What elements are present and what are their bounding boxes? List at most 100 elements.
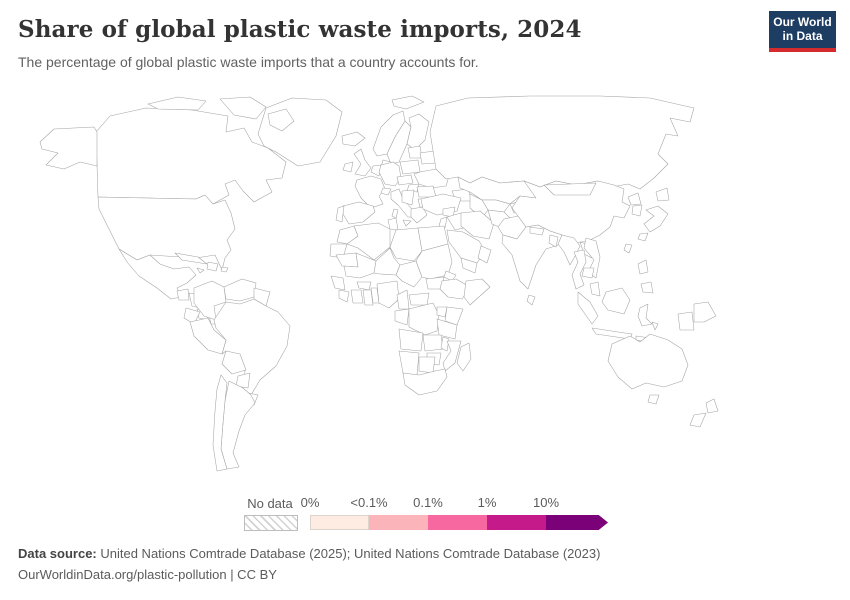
country-greece[interactable] [410, 206, 428, 224]
country-south-africa[interactable] [402, 368, 448, 396]
country-sierra-leone-liberia[interactable] [338, 289, 350, 303]
country-uganda[interactable] [436, 306, 448, 318]
country-senegal-guinea[interactable] [330, 275, 346, 291]
country-australia[interactable] [607, 333, 689, 390]
country-indonesia-papua[interactable] [677, 311, 695, 331]
country-bolivia[interactable] [221, 350, 247, 375]
no-data-swatch[interactable] [244, 515, 298, 531]
country-madagascar[interactable] [456, 342, 472, 372]
owid-logo[interactable]: Our World in Data [769, 11, 836, 52]
country-france[interactable] [354, 175, 386, 209]
country-ivory-coast[interactable] [350, 289, 364, 304]
country-svalbard[interactable] [391, 95, 425, 110]
country-yemen[interactable] [460, 257, 478, 274]
country-colombia[interactable] [193, 280, 227, 321]
country-papua-new-guinea[interactable] [693, 301, 717, 323]
country-romania[interactable] [416, 185, 437, 198]
country-netherlands-belgium[interactable] [370, 164, 382, 177]
country-tunisia[interactable] [387, 217, 399, 231]
country-somalia[interactable] [463, 278, 491, 306]
country-iceland[interactable] [341, 131, 366, 147]
country-turkmenistan[interactable] [469, 193, 489, 219]
country-cambodia[interactable] [581, 267, 595, 279]
country-thailand[interactable] [571, 249, 587, 290]
country-puerto-rico[interactable] [220, 266, 229, 273]
country-mexico[interactable] [118, 248, 197, 300]
country-new-zealand-south[interactable] [689, 412, 707, 428]
country-spain[interactable] [342, 201, 376, 225]
country-iran[interactable] [460, 210, 495, 240]
country-baltics[interactable] [407, 145, 423, 159]
country-ethiopia[interactable] [439, 278, 471, 300]
country-nepal[interactable] [529, 226, 545, 236]
country-mauritania[interactable] [335, 252, 359, 268]
country-russia[interactable] [429, 95, 695, 190]
country-mongolia[interactable] [543, 182, 597, 196]
country-jamaica[interactable] [196, 267, 205, 274]
legend-swatch-01[interactable] [369, 515, 428, 530]
country-philippines-mindanao[interactable] [640, 281, 654, 294]
country-sudan[interactable] [415, 243, 453, 280]
country-japan-kyushu[interactable] [637, 232, 649, 242]
country-malawi[interactable] [440, 336, 450, 352]
country-angola[interactable] [398, 328, 424, 352]
country-china[interactable] [511, 180, 631, 244]
country-japan-hokkaido[interactable] [655, 187, 670, 202]
country-portugal[interactable] [335, 205, 345, 223]
country-japan-honshu[interactable] [643, 205, 669, 233]
country-namibia[interactable] [398, 350, 420, 376]
country-australia-tasmania[interactable] [647, 394, 660, 405]
country-nigeria[interactable] [376, 280, 400, 309]
country-canada-arctic-2[interactable] [219, 96, 267, 120]
country-venezuela[interactable] [223, 278, 257, 302]
country-peru[interactable] [189, 317, 227, 355]
legend-swatch-over10-arrow[interactable] [546, 515, 608, 530]
country-malaysia[interactable] [589, 281, 601, 297]
country-zambia[interactable] [422, 334, 444, 352]
country-hungary-slovakia[interactable] [406, 183, 420, 193]
country-hispaniola[interactable] [206, 261, 219, 272]
legend-swatch-1[interactable] [428, 515, 487, 530]
legend-swatch-0-01[interactable] [310, 515, 369, 530]
country-canada-arctic-3[interactable] [267, 108, 295, 132]
country-indonesia-borneo[interactable] [601, 287, 631, 315]
country-italy-sicily[interactable] [402, 219, 412, 227]
country-ghana[interactable] [362, 289, 374, 306]
country-south-korea[interactable] [631, 204, 643, 217]
country-guatemala[interactable] [176, 288, 190, 301]
country-sri-lanka[interactable] [526, 294, 536, 306]
country-burkina-faso[interactable] [356, 281, 372, 291]
country-botswana[interactable] [418, 356, 436, 374]
country-cameroon[interactable] [396, 289, 410, 310]
country-north-korea[interactable] [627, 192, 642, 206]
country-india[interactable] [501, 224, 563, 290]
country-usa-alaska[interactable] [39, 126, 98, 170]
country-central-african-republic[interactable] [408, 292, 430, 306]
country-poland[interactable] [399, 159, 421, 175]
country-ireland[interactable] [342, 161, 354, 173]
country-balkans[interactable] [401, 189, 415, 206]
country-bangladesh[interactable] [548, 234, 559, 248]
country-canada[interactable] [95, 107, 287, 205]
country-myanmar[interactable] [557, 234, 581, 266]
country-switzerland[interactable] [380, 187, 392, 196]
country-usa[interactable] [97, 194, 236, 271]
country-philippines-luzon[interactable] [637, 259, 649, 275]
country-indonesia-java[interactable] [591, 327, 633, 340]
country-canada-arctic-1[interactable] [147, 96, 207, 111]
country-indonesia-sumatra[interactable] [577, 291, 599, 325]
country-paraguay[interactable] [235, 372, 251, 389]
country-tanzania[interactable] [436, 318, 458, 340]
country-jordan-israel[interactable] [438, 216, 448, 229]
country-italy-sardinia[interactable] [391, 208, 399, 219]
legend-swatch-10[interactable] [487, 515, 546, 530]
country-cuba[interactable] [174, 252, 208, 265]
country-gabon-congo[interactable] [394, 308, 410, 326]
country-argentina[interactable] [220, 380, 256, 470]
country-indonesia-sulawesi[interactable] [637, 303, 653, 327]
country-austria-czech[interactable] [396, 174, 414, 186]
country-uk[interactable] [353, 148, 372, 177]
country-oman[interactable] [477, 245, 492, 264]
country-indonesia-maluku[interactable] [651, 321, 659, 331]
country-chile[interactable] [212, 374, 228, 472]
